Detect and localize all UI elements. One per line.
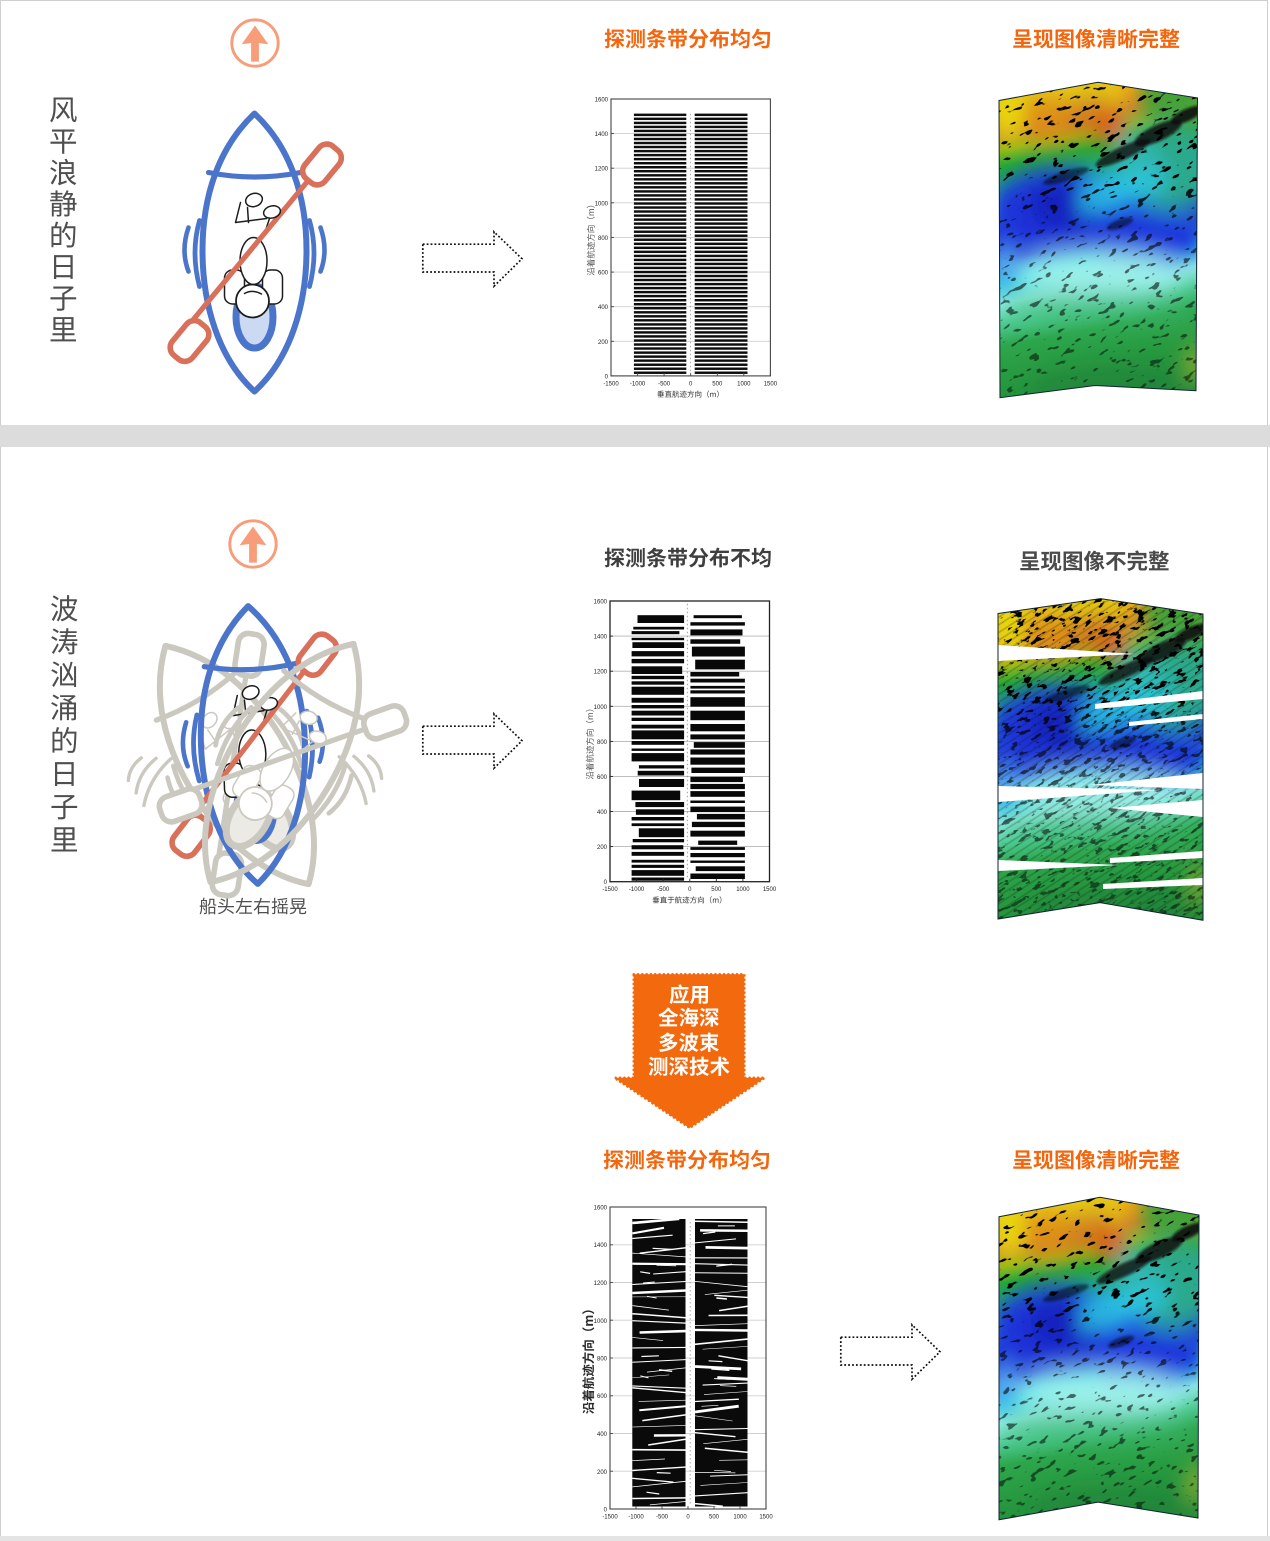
svg-text:800: 800 bbox=[598, 236, 609, 242]
svg-text:500: 500 bbox=[708, 1515, 719, 1521]
svg-text:1000: 1000 bbox=[594, 705, 608, 711]
svg-text:200: 200 bbox=[598, 340, 609, 346]
svg-text:600: 600 bbox=[597, 775, 608, 781]
svg-text:-1000: -1000 bbox=[630, 382, 646, 388]
svg-text:-500: -500 bbox=[655, 1515, 668, 1521]
svg-text:400: 400 bbox=[597, 810, 608, 816]
svg-text:-1000: -1000 bbox=[629, 887, 645, 893]
svg-text:600: 600 bbox=[596, 1394, 607, 1400]
svg-text:0: 0 bbox=[689, 887, 693, 893]
svg-text:0: 0 bbox=[603, 1508, 607, 1514]
svg-text:200: 200 bbox=[597, 845, 608, 851]
svg-text:500: 500 bbox=[712, 887, 723, 893]
svg-text:-1500: -1500 bbox=[603, 382, 619, 388]
svg-text:0: 0 bbox=[686, 1515, 690, 1521]
svg-text:500: 500 bbox=[712, 382, 723, 388]
svg-text:1000: 1000 bbox=[733, 1515, 747, 1521]
svg-text:1500: 1500 bbox=[763, 382, 777, 388]
svg-text:1400: 1400 bbox=[593, 1243, 607, 1249]
svg-text:1200: 1200 bbox=[594, 167, 608, 173]
svg-text:-500: -500 bbox=[658, 382, 671, 388]
svg-text:600: 600 bbox=[598, 271, 609, 277]
svg-text:1200: 1200 bbox=[594, 670, 608, 676]
svg-text:1500: 1500 bbox=[763, 887, 777, 893]
svg-text:1000: 1000 bbox=[593, 1319, 607, 1325]
svg-text:-1500: -1500 bbox=[603, 887, 619, 893]
svg-text:1400: 1400 bbox=[594, 635, 608, 641]
svg-text:0: 0 bbox=[604, 880, 608, 886]
svg-text:400: 400 bbox=[598, 305, 609, 311]
svg-text:-1000: -1000 bbox=[628, 1515, 644, 1521]
svg-text:0: 0 bbox=[604, 375, 608, 381]
svg-text:1600: 1600 bbox=[594, 98, 608, 104]
svg-text:1600: 1600 bbox=[594, 600, 608, 606]
svg-text:1600: 1600 bbox=[593, 1206, 607, 1212]
svg-text:1500: 1500 bbox=[759, 1515, 773, 1521]
svg-text:1000: 1000 bbox=[737, 382, 751, 388]
svg-text:200: 200 bbox=[596, 1470, 607, 1476]
svg-text:400: 400 bbox=[596, 1432, 607, 1438]
svg-text:1200: 1200 bbox=[593, 1281, 607, 1287]
svg-text:1000: 1000 bbox=[737, 887, 751, 893]
svg-text:800: 800 bbox=[597, 740, 608, 746]
svg-text:0: 0 bbox=[689, 382, 693, 388]
svg-text:800: 800 bbox=[596, 1357, 607, 1363]
svg-text:-1500: -1500 bbox=[602, 1515, 618, 1521]
svg-text:-500: -500 bbox=[658, 887, 671, 893]
svg-text:1400: 1400 bbox=[594, 132, 608, 138]
svg-text:1000: 1000 bbox=[594, 202, 608, 208]
